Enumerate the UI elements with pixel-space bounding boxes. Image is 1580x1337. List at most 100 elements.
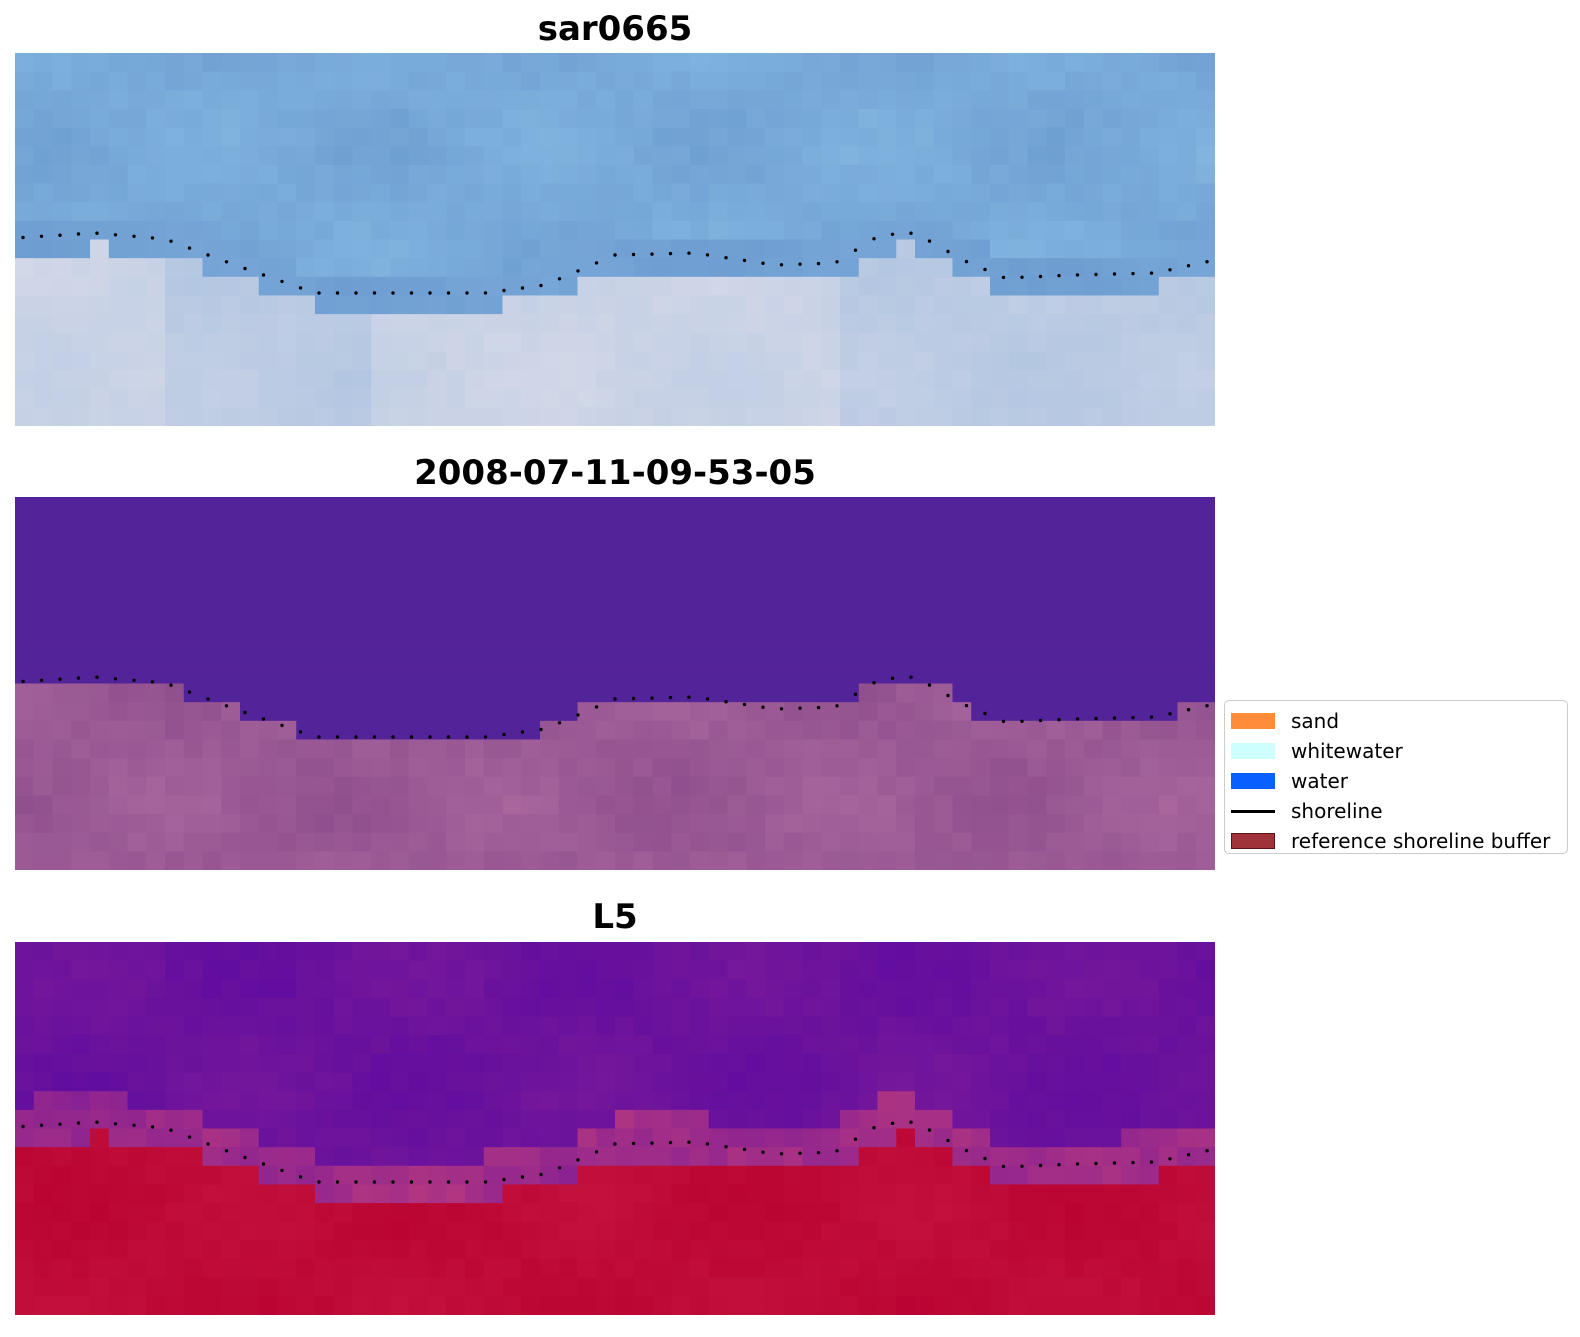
- pixel-cell: [840, 407, 860, 426]
- pixel-cell: [596, 571, 616, 591]
- pixel-cell: [146, 1147, 166, 1167]
- pixel-cell: [1140, 702, 1160, 722]
- pixel-cell: [540, 127, 560, 147]
- pixel-cell: [221, 1053, 241, 1074]
- pixel-cell: [952, 1147, 972, 1167]
- pixel-cell: [202, 127, 222, 147]
- pixel-cell: [1102, 552, 1122, 573]
- pixel-cell: [746, 1053, 766, 1074]
- pixel-cell: [352, 534, 372, 554]
- pixel-cell: [802, 1296, 822, 1315]
- pixel-cell: [615, 1128, 635, 1148]
- pixel-cell: [108, 534, 129, 554]
- pixel-cell: [802, 239, 822, 259]
- pixel-cell: [502, 239, 522, 259]
- pixel-cell: [708, 758, 729, 778]
- pixel-cell: [71, 997, 91, 1018]
- pixel-cell: [277, 776, 297, 796]
- pixel-cell: [483, 71, 504, 91]
- pixel-cell: [990, 351, 1010, 371]
- pixel-cell: [1196, 370, 1215, 390]
- pixel-cell: [746, 795, 766, 815]
- pixel-cell: [1140, 646, 1160, 666]
- pixel-cell: [390, 497, 410, 517]
- legend-item-shoreline: shoreline: [1225, 796, 1567, 826]
- pixel-cell: [540, 1221, 560, 1241]
- pixel-cell: [840, 1277, 860, 1297]
- pixel-cell: [1196, 497, 1215, 517]
- pixel-cell: [33, 739, 54, 759]
- pixel-cell: [671, 997, 691, 1018]
- pixel-cell: [765, 851, 785, 870]
- pixel-cell: [840, 683, 860, 703]
- pixel-cell: [933, 71, 954, 91]
- pixel-cell: [315, 314, 335, 334]
- legend-label-whitewater: whitewater: [1291, 739, 1403, 763]
- pixel-cell: [1027, 534, 1047, 554]
- pixel-cell: [1102, 108, 1122, 129]
- pixel-cell: [333, 552, 354, 573]
- pixel-cell: [408, 571, 429, 591]
- pixel-cell: [652, 239, 672, 259]
- pixel-cell: [240, 1016, 260, 1036]
- pixel-cell: [671, 720, 691, 741]
- pixel-cell: [446, 258, 466, 278]
- pixel-cell: [352, 351, 372, 371]
- pixel-cell: [1083, 202, 1104, 222]
- pixel-cell: [315, 1203, 335, 1223]
- pixel-cell: [577, 183, 597, 203]
- pixel-cell: [933, 127, 954, 147]
- pixel-cell: [633, 702, 654, 722]
- pixel-cell: [333, 1128, 354, 1148]
- pixel-cell: [71, 239, 91, 259]
- pixel-cell: [446, 552, 466, 573]
- pixel-cell: [615, 1035, 635, 1055]
- pixel-cell: [1121, 1184, 1141, 1204]
- pixel-cell: [15, 1259, 35, 1279]
- pixel-cell: [221, 351, 241, 371]
- pixel-cell: [277, 1296, 297, 1315]
- pixel-cell: [990, 702, 1010, 722]
- pixel-cell: [371, 351, 391, 371]
- pixel-cell: [521, 370, 541, 390]
- pixel-cell: [465, 590, 485, 610]
- pixel-cell: [146, 1240, 166, 1260]
- pixel-cell: [596, 1296, 616, 1315]
- pixel-cell: [146, 388, 166, 408]
- pixel-cell: [990, 1221, 1010, 1241]
- shoreline-point: [520, 730, 525, 734]
- pixel-cell: [146, 979, 166, 999]
- pixel-cell: [333, 627, 354, 647]
- pixel-cell: [1065, 497, 1085, 517]
- pixel-cell: [971, 351, 991, 371]
- pixel-cell: [258, 960, 279, 980]
- pixel-cell: [990, 627, 1010, 647]
- pixel-cell: [1008, 258, 1029, 278]
- pixel-cell: [877, 295, 897, 315]
- pixel-cell: [765, 276, 785, 297]
- pixel-cell: [521, 388, 541, 408]
- pixel-cell: [952, 683, 972, 703]
- pixel-cell: [1121, 1240, 1141, 1260]
- pixel-cell: [502, 851, 522, 870]
- pixel-cell: [1140, 832, 1160, 852]
- pixel-cell: [858, 960, 879, 980]
- pixel-cell: [765, 71, 785, 91]
- pixel-cell: [727, 370, 747, 390]
- shoreline-point: [909, 675, 913, 679]
- pixel-cell: [1027, 71, 1047, 91]
- pixel-cell: [108, 515, 129, 535]
- pixel-cell: [446, 739, 466, 759]
- pixel-cell: [877, 370, 897, 390]
- pixel-cell: [521, 1109, 541, 1130]
- pixel-cell: [465, 1203, 485, 1223]
- pixel-cell: [727, 1277, 747, 1297]
- pixel-cell: [615, 664, 635, 685]
- pixel-cell: [371, 795, 391, 815]
- pixel-cell: [502, 739, 522, 759]
- pixel-cell: [165, 776, 185, 796]
- pixel-cell: [596, 53, 616, 73]
- pixel-cell: [1158, 202, 1179, 222]
- pixel-cell: [1177, 239, 1197, 259]
- pixel-cell: [540, 979, 560, 999]
